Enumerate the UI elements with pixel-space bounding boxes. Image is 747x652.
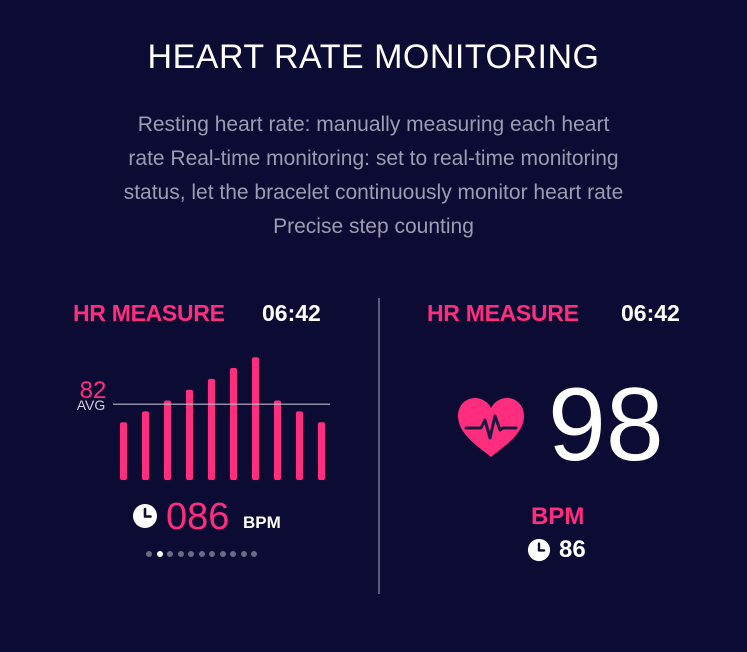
pagination-dot[interactable]: [188, 551, 194, 557]
page-title: HEART RATE MONITORING: [147, 38, 600, 76]
description: Resting heart rate: manually measuring e…: [40, 108, 707, 244]
hr-bar: [142, 411, 149, 480]
hr-bar: [120, 422, 127, 480]
hr-bar: [252, 357, 259, 480]
pagination-dot[interactable]: [177, 551, 184, 557]
avg-label: AVG: [77, 397, 106, 413]
pagination-dot-active[interactable]: [156, 551, 163, 557]
pagination-dot[interactable]: [219, 551, 226, 557]
pagination-dot[interactable]: [230, 551, 236, 557]
right-panel-time: 06:42: [621, 300, 680, 326]
pagination-dot[interactable]: [240, 551, 247, 557]
hr-bar: [318, 422, 325, 480]
pagination-dot[interactable]: [198, 551, 205, 557]
hr-bar: [186, 389, 193, 480]
bpm-unit: BPM: [243, 513, 281, 532]
pagination-dot[interactable]: [167, 551, 173, 557]
description-line: rate Real-time monitoring: set to real-t…: [128, 147, 619, 170]
heart-pulse-icon: [458, 398, 524, 457]
hr-bar: [208, 378, 215, 480]
description-line: Precise step counting: [273, 215, 474, 238]
pagination-dot[interactable]: [251, 551, 257, 557]
clock-icon: [133, 504, 157, 528]
hr-bar: [274, 400, 281, 480]
description-line: status, let the bracelet continuously mo…: [123, 181, 624, 204]
description-line: Resting heart rate: manually measuring e…: [137, 113, 610, 136]
hr-bar: [296, 411, 303, 480]
heart-rate-value: 98: [548, 367, 664, 483]
bpm-value: 086: [166, 496, 230, 538]
hr-bar-chart: 82 AVG: [77, 357, 330, 480]
heart-rate-unit: BPM: [531, 503, 585, 530]
hr-bar: [164, 400, 171, 480]
pagination-dot[interactable]: [209, 551, 215, 557]
avg-value: 82: [80, 377, 107, 404]
hr-bar: [230, 368, 237, 480]
panel-divider: [378, 298, 380, 594]
pagination-dot[interactable]: [146, 551, 152, 557]
clock-icon: [527, 538, 551, 562]
right-panel-label: HR MEASURE: [427, 300, 579, 326]
average-value: 86: [559, 536, 586, 563]
left-panel-label: HR MEASURE: [73, 300, 225, 326]
left-panel-time: 06:42: [262, 300, 321, 326]
